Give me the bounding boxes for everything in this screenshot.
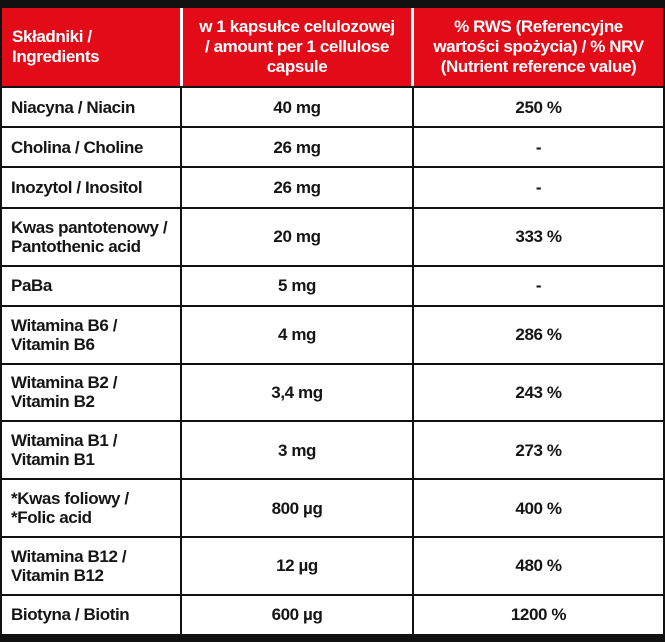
ingredient-cell: Inozytol / Inositol	[2, 168, 180, 206]
rws-cell: 273 %	[515, 440, 562, 460]
table-row: Witamina B12 /Vitamin B12 12 µg 480 %	[2, 535, 663, 594]
ingredient-cell: Kwas pantotenowy / Pantothenic acid	[2, 209, 180, 265]
ingredient-cell: Biotyna / Biotin	[2, 596, 180, 634]
table-row: Witamina B6 /Vitamin B6 4 mg 286 %	[2, 304, 663, 363]
ingredient-cell: Witamina B12 /Vitamin B12	[2, 538, 180, 594]
table-frame: Składniki / Ingredients w 1 kapsułce cel…	[0, 8, 665, 634]
table-row: Witamina B2 /Vitamin B2 3,4 mg 243 %	[2, 362, 663, 421]
table-row: Witamina B1 /Vitamin B1 3 mg 273 %	[2, 420, 663, 479]
ingredient-cell: Cholina / Choline	[2, 128, 180, 166]
amount-cell: 3,4 mg	[180, 364, 414, 421]
header-rws-line3: (Nutrient reference value)	[440, 57, 637, 76]
amount-cell: 26 mg	[180, 128, 414, 167]
rws-cell: 333 %	[515, 227, 562, 247]
header-ingredients-line1: Składniki /	[12, 27, 92, 46]
header-rws-line1: % RWS (Referencyjne	[454, 17, 623, 36]
amount-cell: 26 mg	[180, 168, 414, 207]
ingredient-line: Witamina B2 /	[11, 373, 118, 393]
header-amount-line1: w 1 kapsułce celulozowej	[199, 17, 395, 36]
ingredient-line: Witamina B1 /	[11, 431, 118, 451]
header-amount-line3: capsule	[266, 57, 328, 76]
amount-cell: 5 mg	[180, 266, 414, 305]
ingredient-line: Niacyna / Niacin	[11, 97, 135, 117]
amount-cell: 3 mg	[180, 422, 414, 479]
header-rws-nrv: % RWS (Referencyjne wartości spożycia) /…	[414, 8, 663, 86]
ingredient-line: Witamina B6 /	[11, 315, 118, 335]
table-row: PaBa 5 mg -	[2, 264, 663, 305]
ingredient-line: Vitamin B2	[11, 392, 95, 412]
table-row: Biotyna / Biotin 600 µg 1200 %	[2, 593, 663, 634]
ingredient-line: Cholina / Choline	[11, 137, 144, 157]
ingredient-line: Kwas pantotenowy /	[11, 217, 168, 237]
amount-cell: 600 µg	[180, 595, 414, 634]
ingredient-line: Vitamin B6	[11, 334, 95, 354]
ingredient-cell: Witamina B2 /Vitamin B2	[2, 365, 180, 421]
rws-cell: 286 %	[515, 325, 562, 345]
ingredient-cell: PaBa	[2, 267, 180, 305]
table-row: *Kwas foliowy / *Folic acid 800 µg 400 %	[2, 478, 663, 536]
rws-cell: 1200 %	[510, 605, 567, 625]
bottom-border-bar	[0, 634, 665, 642]
header-amount: w 1 kapsułce celulozowej / amount per 1 …	[180, 8, 414, 86]
table-row: Kwas pantotenowy / Pantothenic acid 20 mg…	[2, 206, 663, 265]
amount-cell: 40 mg	[180, 88, 414, 127]
amount-cell: 12 µg	[180, 537, 414, 594]
rws-cell: -	[535, 276, 542, 296]
rws-cell: 250 %	[515, 97, 562, 117]
ingredient-line: Pantothenic acid	[11, 236, 141, 256]
ingredient-cell: Witamina B1 /Vitamin B1	[2, 422, 180, 478]
rws-cell: -	[535, 137, 542, 157]
amount-cell: 20 mg	[180, 208, 414, 265]
amount-cell: 4 mg	[180, 306, 414, 363]
rws-cell: -	[535, 178, 542, 198]
ingredient-cell: *Kwas foliowy / *Folic acid	[2, 480, 180, 536]
rws-cell: 480 %	[515, 556, 562, 576]
ingredient-line: Vitamin B12	[11, 565, 104, 585]
table-row: Cholina / Choline 26 mg -	[2, 126, 663, 167]
header-ingredients: Składniki / Ingredients	[2, 8, 180, 86]
table-body: Niacyna / Niacin 40 mg 250 % Cholina / C…	[2, 86, 663, 634]
header-rws-line2: wartości spożycia) / % NRV	[433, 37, 644, 56]
header-amount-line2: / amount per 1 cellulose	[204, 37, 390, 56]
rws-cell: 243 %	[515, 382, 562, 402]
ingredient-line: Inozytol / Inositol	[11, 178, 143, 198]
rws-cell: 400 %	[515, 498, 562, 518]
table-row: Niacyna / Niacin 40 mg 250 %	[2, 86, 663, 127]
ingredient-cell: Niacyna / Niacin	[2, 88, 180, 126]
ingredient-line: Witamina B12 /	[11, 546, 127, 566]
table-header-row: Składniki / Ingredients w 1 kapsułce cel…	[2, 8, 663, 86]
amount-cell: 800 µg	[180, 480, 414, 536]
ingredient-line: Vitamin B1	[11, 450, 95, 470]
header-ingredients-line2: Ingredients	[12, 47, 100, 66]
top-border-bar	[0, 0, 665, 8]
ingredient-line: Biotyna / Biotin	[11, 605, 130, 625]
ingredient-line: *Kwas foliowy /	[11, 489, 129, 509]
table-row: Inozytol / Inositol 26 mg -	[2, 166, 663, 207]
ingredient-cell: Witamina B6 /Vitamin B6	[2, 307, 180, 363]
ingredient-line: *Folic acid	[11, 508, 92, 528]
ingredient-line: PaBa	[11, 276, 52, 296]
